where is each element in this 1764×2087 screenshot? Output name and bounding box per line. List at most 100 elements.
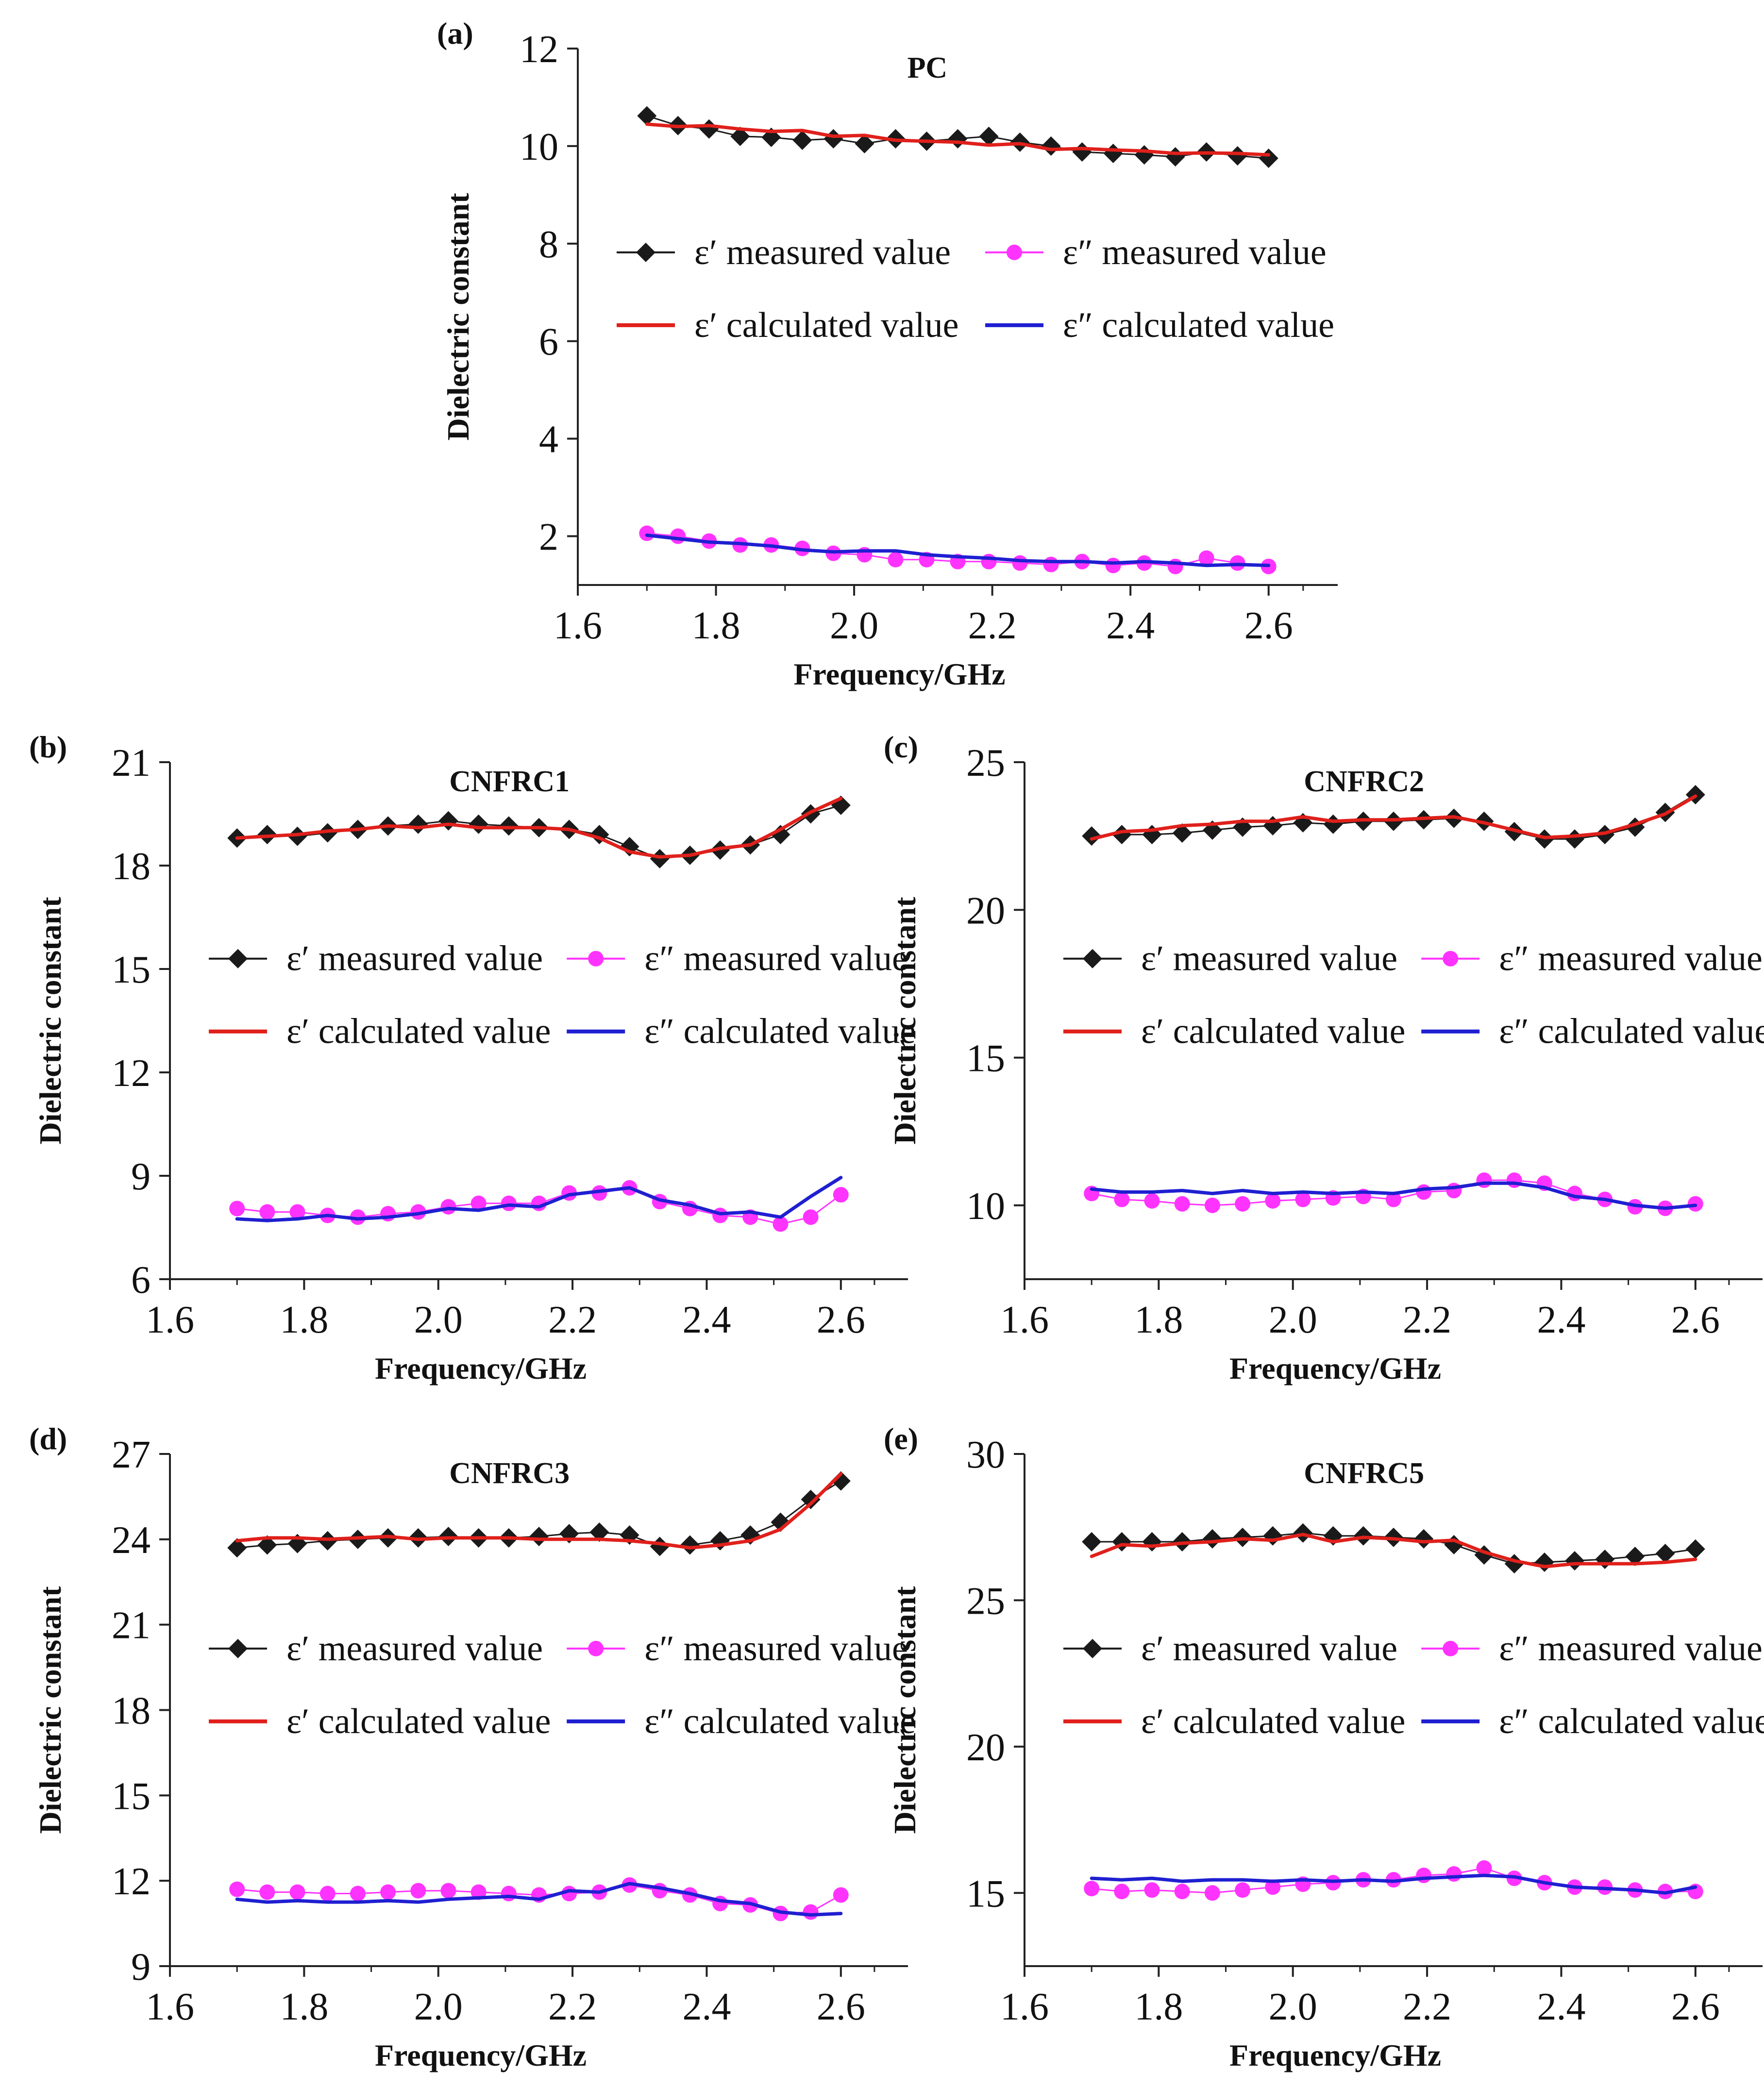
y-tick-label: 12 (112, 1860, 151, 1903)
x-tick-label: 1.8 (280, 1299, 328, 1341)
y-tick-label: 27 (112, 1434, 151, 1476)
data-point-eps2_meas (1144, 1193, 1160, 1209)
data-point-eps1_meas (1172, 823, 1192, 843)
legend-marker-eps1_meas (228, 1638, 248, 1658)
y-tick-label: 18 (112, 845, 151, 888)
x-tick-label: 2.6 (1671, 1986, 1720, 2028)
chart-panel-4: 1.6 1.8 2.0 2.2 2.4 2.6 9 12 15 18 21 24 27 Frequency… (29, 1421, 916, 2072)
y-tick-label: 4 (539, 418, 558, 461)
x-tick-label: 1.6 (1000, 1986, 1049, 2028)
data-point-eps2_meas (1235, 1882, 1251, 1898)
chart-panel-5: 1.6 1.8 2.0 2.2 2.4 2.6 15 20 25 30 Frequency/GHz D… (884, 1421, 1764, 2072)
x-tick-label: 2.2 (1403, 1299, 1451, 1341)
data-point-eps1_meas (637, 106, 657, 126)
data-point-eps1_meas (227, 1538, 247, 1558)
data-point-eps2_meas (1446, 1866, 1462, 1882)
data-point-eps2_meas (888, 551, 904, 568)
data-point-eps2_meas (410, 1204, 426, 1220)
legend-marker-eps2_meas (588, 1640, 604, 1656)
legend-label-eps2_meas: ε″ measured value (1063, 233, 1327, 272)
data-point-eps1_meas (257, 1535, 277, 1555)
data-point-eps1_meas (650, 849, 670, 868)
y-tick-label: 2 (539, 516, 558, 559)
data-point-eps2_meas (639, 525, 655, 541)
x-tick-label: 1.8 (692, 604, 740, 647)
chart-panel-3: 1.6 1.8 2.0 2.2 2.4 2.6 10 15 20 25 Frequency/GHz D… (884, 730, 1764, 1386)
y-tick-label: 15 (112, 1775, 151, 1818)
x-tick-label: 1.8 (1134, 1299, 1183, 1341)
y-axis-title: Dielectric constant (441, 193, 475, 441)
x-tick-label: 1.6 (1000, 1299, 1049, 1341)
x-tick-label: 2.0 (414, 1986, 463, 2028)
y-tick-label: 6 (539, 321, 558, 364)
x-axis-title: Frequency/GHz (793, 657, 1005, 691)
data-point-eps2_meas (1295, 1191, 1311, 1207)
data-point-eps2_meas (833, 1187, 849, 1203)
data-point-eps1_meas (730, 126, 750, 146)
legend-label-eps1_meas: ε′ measured value (286, 1629, 543, 1669)
y-tick-label: 9 (131, 1155, 151, 1198)
x-tick-label: 2.4 (1106, 604, 1155, 647)
data-point-eps2_meas (1265, 1879, 1281, 1895)
data-point-eps2_meas (350, 1209, 366, 1225)
data-point-eps1_meas (801, 1489, 821, 1509)
panel-label: (c) (884, 730, 918, 764)
series-line-eps1_calc (1090, 1533, 1697, 1569)
legend-label-eps1_calc: ε′ calculated value (286, 1702, 551, 1741)
y-tick-label: 12 (520, 28, 558, 71)
data-point-eps1_meas (589, 1522, 609, 1542)
series-line-eps1_calc (235, 797, 843, 859)
data-point-eps1_meas (287, 826, 307, 846)
data-point-eps1_meas (529, 1526, 549, 1546)
data-point-eps2_meas (319, 1886, 336, 1902)
y-tick-label: 25 (966, 742, 1005, 785)
data-point-eps2_meas (1174, 1884, 1190, 1900)
legend-label-eps2_meas: ε″ measured value (1499, 1629, 1763, 1669)
legend-label-eps2_meas: ε″ measured value (644, 1629, 908, 1669)
y-tick-label: 15 (966, 1872, 1005, 1915)
x-tick-label: 2.4 (1537, 1986, 1585, 2028)
data-point-eps2_meas (380, 1884, 396, 1900)
y-tick-label: 8 (539, 223, 558, 266)
y-tick-label: 18 (112, 1690, 151, 1733)
data-point-eps2_meas (410, 1883, 426, 1899)
data-point-eps2_meas (470, 1195, 487, 1211)
data-point-eps1_meas (318, 823, 337, 843)
x-tick-label: 1.6 (554, 604, 602, 647)
data-point-eps2_meas (1386, 1191, 1401, 1207)
legend-label-eps1_meas: ε′ measured value (1141, 1629, 1397, 1669)
data-point-eps2_meas (981, 553, 997, 569)
panel-label: (a) (437, 16, 473, 50)
data-point-eps1_meas (1082, 1532, 1102, 1552)
x-tick-label: 2.6 (817, 1986, 865, 2028)
legend-label-eps2_meas: ε″ measured value (1499, 939, 1763, 979)
data-point-eps2_meas (440, 1199, 456, 1215)
data-point-eps2_meas (1235, 1196, 1251, 1212)
legend: ε′ measured value ε″ measured value ε′ cal… (1063, 939, 1764, 1052)
y-tick-label: 12 (112, 1052, 151, 1095)
y-tick-label: 21 (112, 742, 151, 785)
data-point-eps2_meas (1114, 1884, 1130, 1900)
x-tick-label: 2.2 (548, 1299, 597, 1341)
panel-label: (d) (29, 1421, 67, 1456)
legend-marker-eps1_meas (228, 949, 248, 968)
data-point-eps2_meas (652, 1883, 668, 1899)
y-tick-label: 24 (112, 1519, 151, 1562)
data-point-eps1_meas (771, 825, 790, 845)
legend: ε′ measured value ε″ measured value ε′ cal… (1063, 1629, 1764, 1741)
y-tick-label: 25 (966, 1580, 1005, 1622)
y-tick-label: 6 (131, 1259, 151, 1302)
legend-label-eps2_calc: ε″ calculated value (1499, 1012, 1764, 1052)
data-point-eps2_meas (1105, 557, 1121, 573)
data-point-eps2_meas (350, 1886, 366, 1902)
data-point-eps2_meas (712, 1207, 728, 1223)
data-point-eps2_meas (1198, 550, 1214, 566)
data-point-eps2_meas (289, 1204, 305, 1220)
panel-title: CNFRC2 (1304, 765, 1424, 798)
x-tick-label: 1.8 (280, 1986, 328, 2028)
data-point-eps2_meas (289, 1884, 305, 1900)
series-line-eps2_calc (235, 1176, 843, 1222)
series-line-eps2_calc (235, 1882, 843, 1917)
data-point-eps1_meas (1685, 1539, 1705, 1559)
x-tick-label: 2.2 (968, 604, 1017, 647)
